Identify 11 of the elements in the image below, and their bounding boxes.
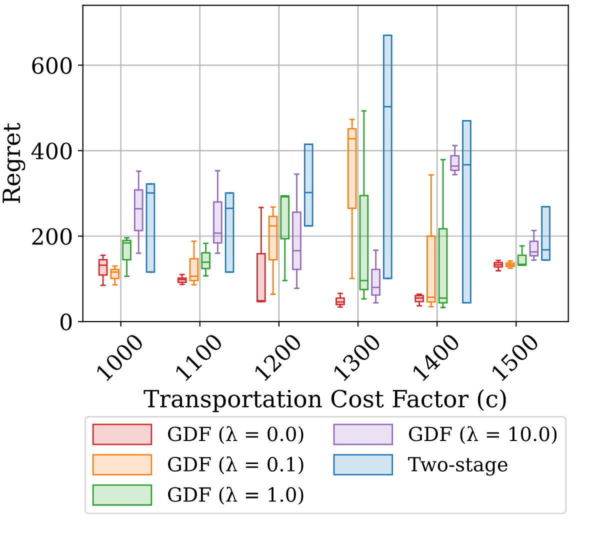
y-tick-label: 200 [32, 228, 72, 245]
y-tick-label: 600 [32, 57, 72, 74]
legend-label: GDF (λ = 10.0) [408, 426, 557, 444]
legend-label: GDF (λ = 0.1) [168, 456, 304, 474]
legend-label: GDF (λ = 1.0) [168, 486, 304, 505]
y-tick-label: 400 [31, 142, 72, 160]
legend-label: GDF (λ = 0.0) [168, 426, 304, 444]
x-axis-title: Transportation Cost Factor (c) [144, 389, 506, 412]
y-axis-title: Regret [2, 122, 26, 203]
legend-label: Two-stage [408, 457, 508, 476]
y-tick-label: 0 [60, 314, 72, 330]
